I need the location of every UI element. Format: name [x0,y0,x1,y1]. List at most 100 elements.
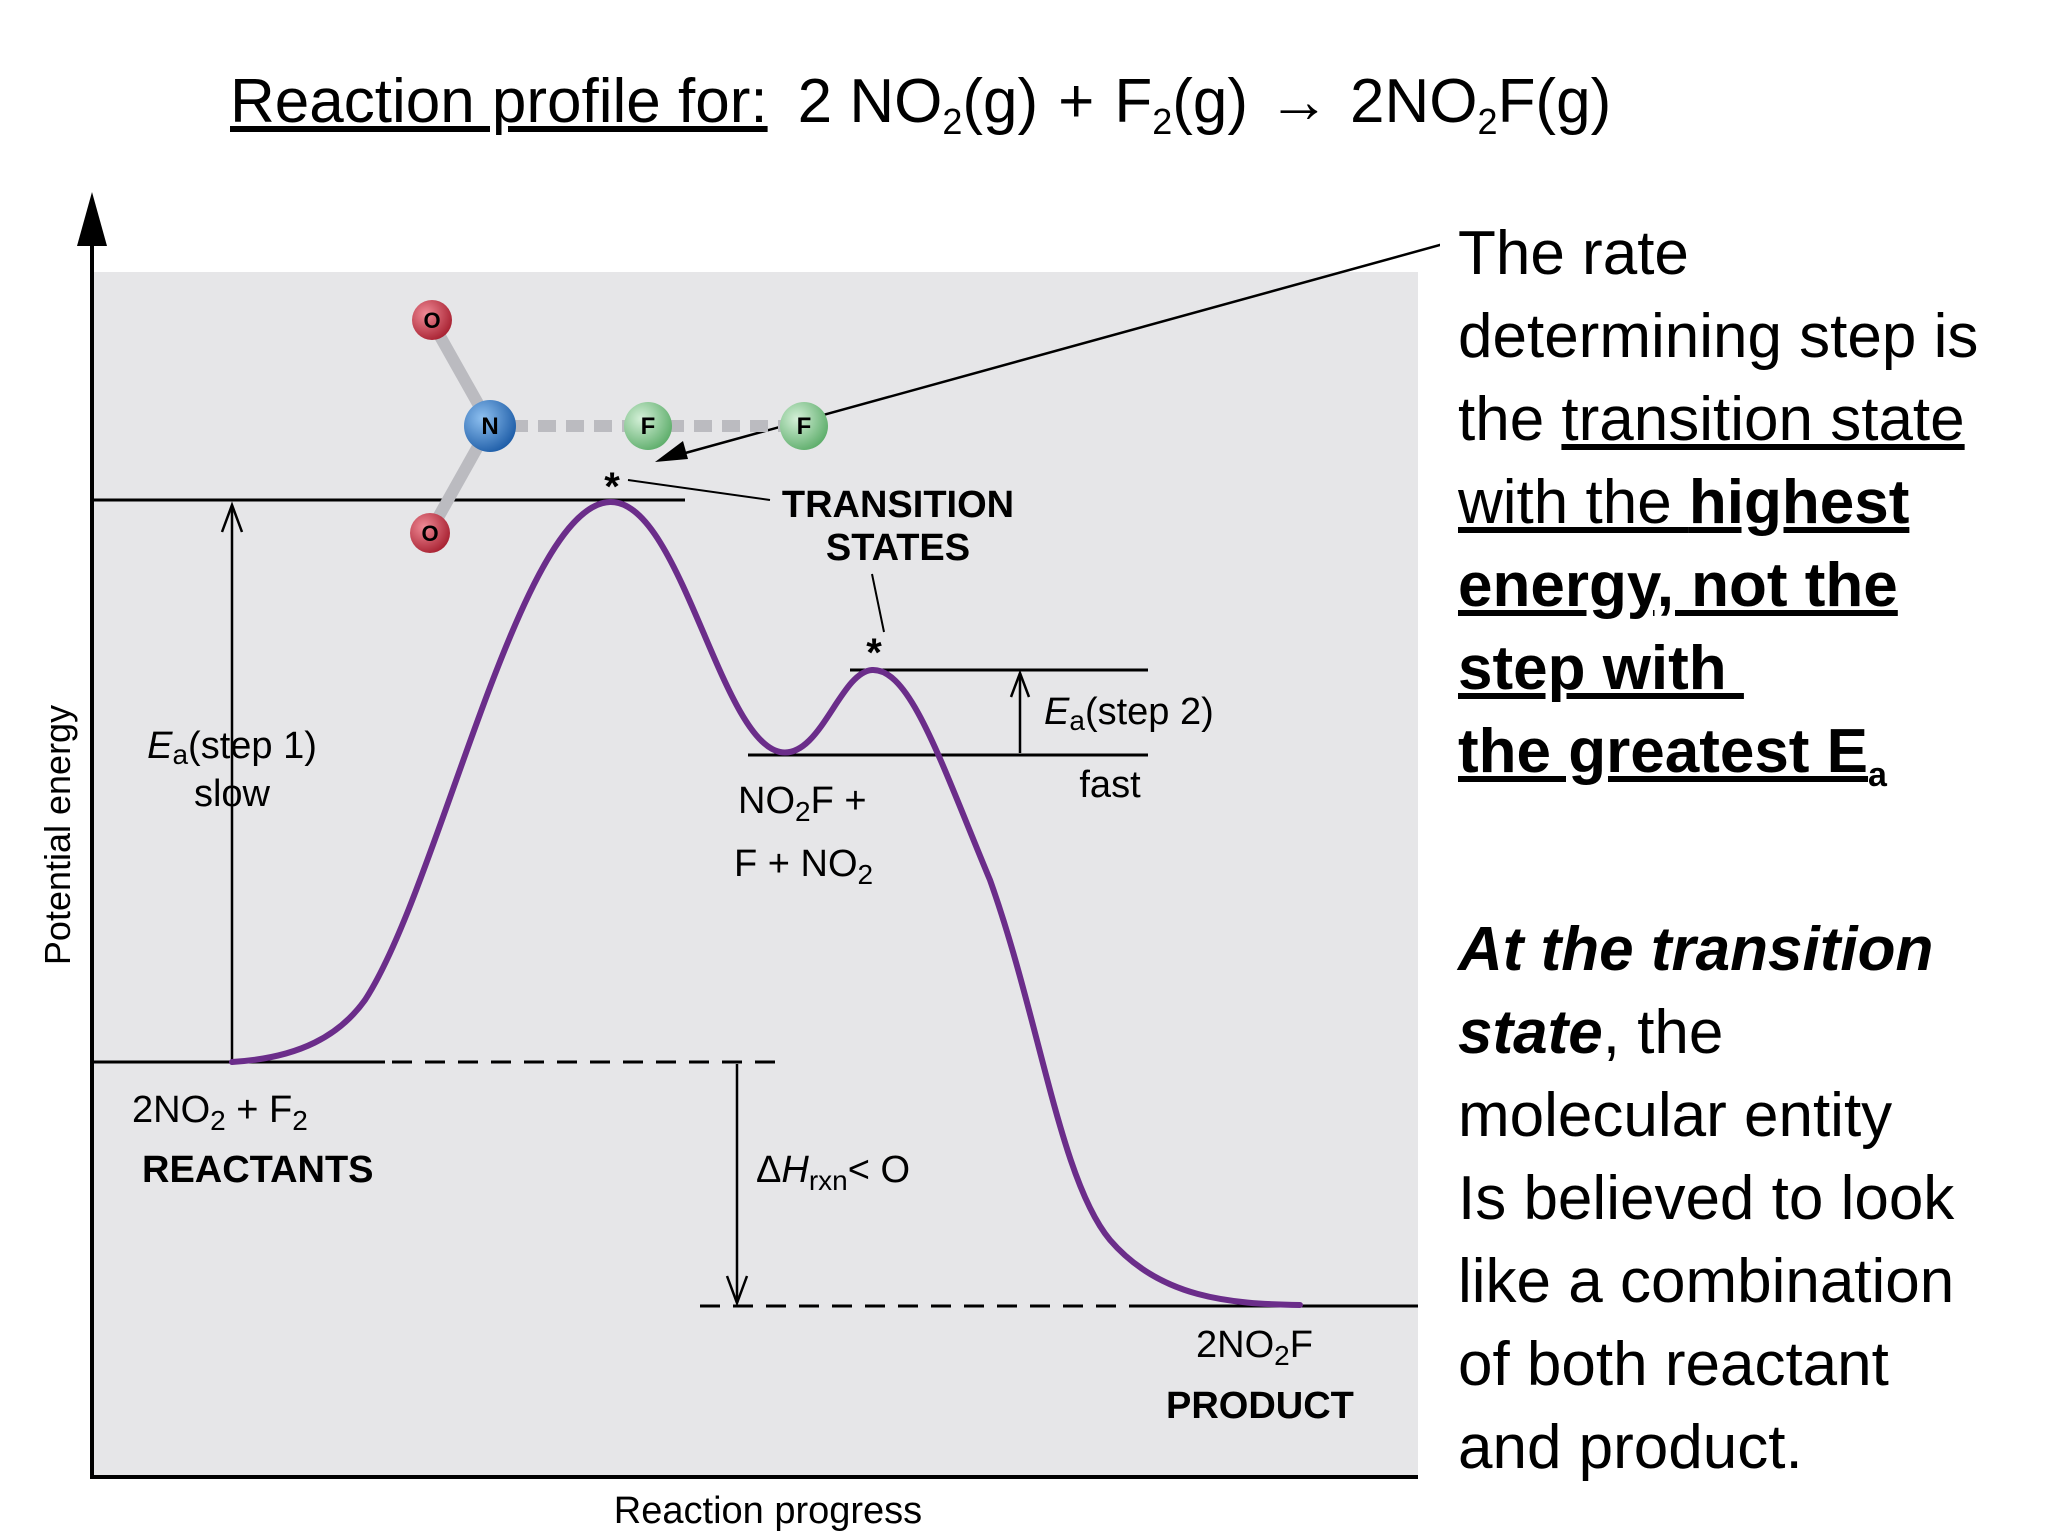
ts1-leader-line [627,479,771,501]
atom-f-2-label: F [797,413,812,440]
eq-part: F(g) [1497,67,1612,136]
note-line: Is believed to look [1458,1164,1955,1233]
atom-o-bottom-label: O [421,521,438,546]
slide-title: Reaction profile for: 2 NO2(g) + F2(g) → 2NO2… [230,66,1612,140]
note-subscript: a [1868,756,1887,794]
atom-o-top-label: O [423,308,440,333]
eq-part: (g) [962,67,1039,136]
dh-arrowhead [725,1275,749,1307]
react-sub: 2 [292,1105,308,1136]
note-text-bold-italic: At the transition [1458,915,1934,984]
ea-step2-speed: fast [1079,764,1141,806]
ts1-star: * [604,465,620,509]
note-text-underlined: with the [1458,468,1689,537]
inter-sub: 2 [858,859,874,890]
equation: 2 NO2(g) + F2(g) → 2NO2F(g) [797,67,1612,140]
intermediate-label-2: F + NO2 [734,843,873,890]
prod-sub: 2 [1274,1340,1290,1371]
ea2-sub: a [1069,705,1085,736]
eq-part: F [1114,67,1153,136]
product-label: PRODUCT [1166,1385,1354,1427]
reactants-label: REACTANTS [142,1149,374,1191]
atom-o-bottom [410,513,450,553]
note-text: , the [1602,998,1724,1067]
transition-state-note: At the transition state, the molecular e… [1458,908,1954,1489]
note-text-bold: the greatest E [1458,717,1869,786]
dh-h: H [781,1149,809,1191]
note-line: like a combination [1458,1247,1955,1316]
ea1-e: E [147,725,173,767]
eq-subscript: 2 [1152,101,1173,142]
inter-sub: 2 [795,796,811,827]
ea-step1-label: Ea(step 1) [147,725,317,770]
prod-part: F [1290,1324,1313,1366]
ts2-star: * [866,631,882,675]
ea1-arrowhead [220,501,244,533]
dh-sub: rxn [809,1165,848,1196]
atom-n-label: N [481,413,498,440]
note-line: state, the [1458,991,1954,1074]
plot-panel [94,272,1418,1477]
product-formula: 2NO2F [1196,1324,1313,1371]
reactant-formula: 2NO2 + F2 [132,1089,308,1136]
atom-f-1 [624,402,672,450]
note-line: At the transition [1458,908,1954,991]
delta-h-label: ΔHrxn< O [756,1149,910,1196]
ea2-rest: (step 2) [1085,691,1214,733]
ea-step1-speed: slow [194,773,271,815]
ea1-rest: (step 1) [188,725,317,767]
inter-part: F + NO [734,843,858,885]
note-text-bold-italic: state [1458,998,1603,1067]
ea-step2-label: Ea(step 2) [1044,691,1214,736]
react-part: + F [226,1089,293,1131]
note-text-underlined: transition state [1561,385,1965,454]
note-text-bold: step with [1458,634,1744,703]
molecule-model: O O N F F [410,300,828,553]
eq-subscript: 2 [1477,101,1498,142]
atom-n [464,400,516,452]
react-sub: 2 [210,1105,226,1136]
note-text-bold: highest [1688,468,1910,537]
note-line: of both reactant [1458,1330,1889,1399]
ea1-sub: a [172,739,188,770]
dh-delta: Δ [756,1149,781,1191]
atom-o-top [412,300,452,340]
energy-curve [229,498,1303,1308]
atom-f-2 [780,402,828,450]
note-line: The rate [1458,219,1689,288]
y-axis-label: Potential energy [37,705,78,965]
eq-plus: + [1058,67,1095,136]
ea2-arrowhead [1009,669,1031,698]
transition-states-label-1: TRANSITION [782,484,1014,526]
note-line: with the highest [1458,461,1978,544]
note-line: step with [1458,627,1978,710]
note-line: and product. [1458,1413,1803,1482]
note-text: the [1458,385,1562,454]
note-line: energy, not the [1458,544,1978,627]
atom-f-1-label: F [641,413,656,440]
react-part: 2NO [132,1089,210,1131]
ea2-e: E [1044,691,1070,733]
intermediate-label-1: NO2F + [738,780,867,827]
transition-states-label-2: STATES [826,527,970,569]
eq-part: 2NO [1350,67,1478,136]
y-axis-arrowhead [77,192,107,246]
inter-part: F + [811,780,867,822]
eq-subscript: 2 [942,101,963,142]
eq-arrow: → [1268,67,1331,136]
dh-rest: < O [848,1149,910,1191]
note-line: molecular entity [1458,1081,1893,1150]
inter-part: NO [738,780,795,822]
title-lead: Reaction profile for: [230,67,768,136]
note-text-bold: energy, not the [1458,551,1898,620]
energy-diagram: * * O O N F F TRANSITION STATES Ea(step … [37,192,1440,1532]
eq-part: (g) [1172,67,1249,136]
x-axis-label: Reaction progress [614,1490,922,1532]
eq-part: 2 NO [797,67,943,136]
rate-determining-note: The rate determining step is the transit… [1458,212,1978,793]
note-line: the transition state [1458,378,1978,461]
rate-note-pointer-arrowhead [655,441,688,462]
ts2-leader-line [871,573,885,633]
note-line: determining step is [1458,302,1979,371]
prod-part: 2NO [1196,1324,1274,1366]
